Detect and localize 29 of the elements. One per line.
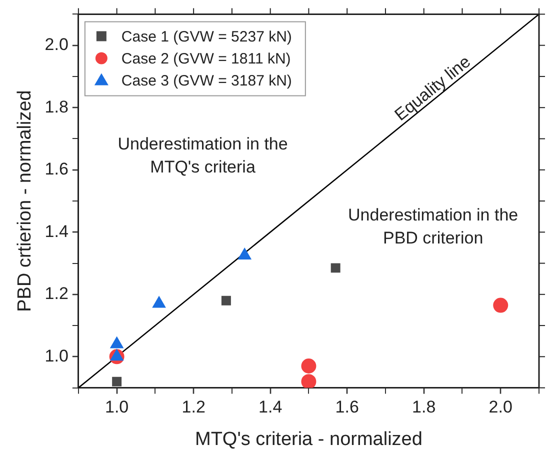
point	[152, 296, 166, 308]
point	[330, 263, 340, 273]
y-tick-label: 2.0	[44, 35, 68, 54]
x-tick-label: 1.8	[412, 398, 436, 417]
legend-label: Case 2 (GVW = 1811 kN)	[121, 50, 291, 68]
point	[221, 296, 231, 306]
point	[238, 248, 252, 260]
x-tick-label: 1.2	[182, 398, 206, 417]
point	[301, 358, 316, 374]
annotation: Underestimation in the PBD criterion	[348, 205, 518, 248]
point	[112, 376, 122, 386]
legend-label: Case 3 (GVW = 3187 kN)	[121, 72, 292, 90]
x-tick-label: 2.0	[488, 398, 512, 417]
point	[493, 298, 508, 313]
point	[110, 336, 124, 348]
x-axis-title: MTQ's criteria - normalized	[194, 428, 422, 450]
x-tick-label: 1.0	[104, 398, 129, 417]
x-tick-label: 1.4	[258, 398, 282, 417]
legend-label: Case 1 (GVW = 5237 kN)	[121, 28, 292, 46]
y-tick-label: 1.8	[44, 97, 68, 116]
point	[110, 349, 124, 361]
y-tick-label: 1.2	[44, 284, 68, 304]
point	[301, 374, 316, 388]
y-tick-label: 1.6	[44, 160, 68, 179]
y-tick-label: 1.0	[44, 346, 68, 366]
x-tick-label: 1.6	[335, 398, 359, 417]
y-tick-label: 1.4	[44, 222, 68, 241]
y-axis-title: PBD crtierion - normalized	[14, 90, 36, 312]
annotation: Underestimation in the MTQ's criteria	[118, 134, 288, 176]
